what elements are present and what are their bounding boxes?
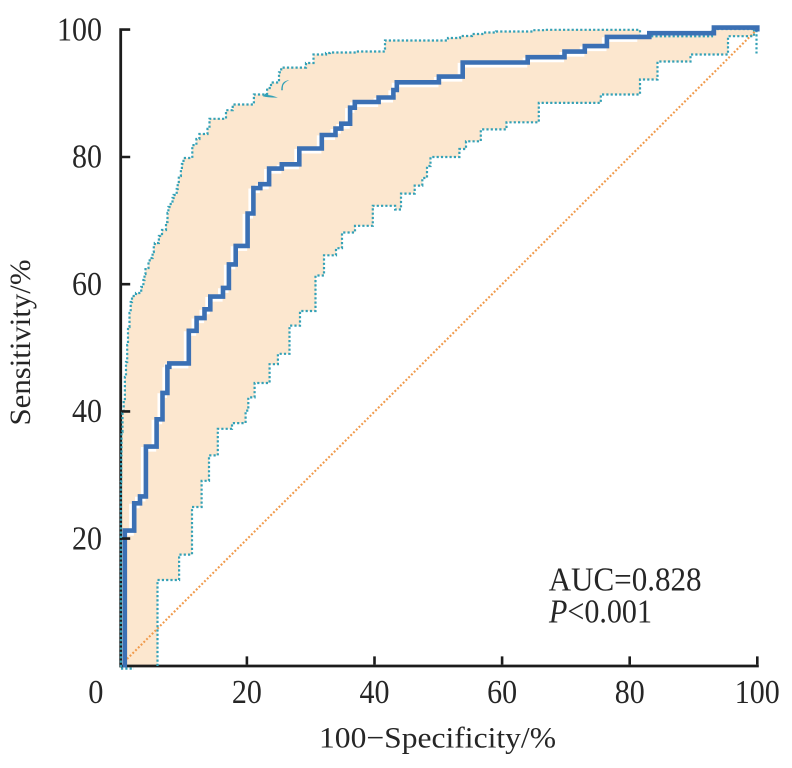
svg-text:100: 100 — [735, 673, 780, 711]
svg-text:100−Specificity/%: 100−Specificity/% — [319, 722, 556, 755]
svg-text:80: 80 — [72, 138, 102, 176]
svg-text:P<0.001: P<0.001 — [548, 593, 652, 630]
svg-text:60: 60 — [487, 673, 517, 711]
svg-text:60: 60 — [72, 265, 102, 303]
svg-text:40: 40 — [360, 673, 390, 711]
svg-text:80: 80 — [615, 673, 645, 711]
svg-text:AUC=0.828: AUC=0.828 — [549, 562, 702, 599]
svg-text:40: 40 — [72, 392, 102, 430]
svg-text:Sensitivity/%: Sensitivity/% — [4, 260, 37, 426]
svg-text:0: 0 — [88, 673, 103, 711]
svg-text:100: 100 — [57, 10, 102, 48]
svg-text:20: 20 — [232, 673, 262, 711]
svg-text:20: 20 — [72, 519, 102, 557]
